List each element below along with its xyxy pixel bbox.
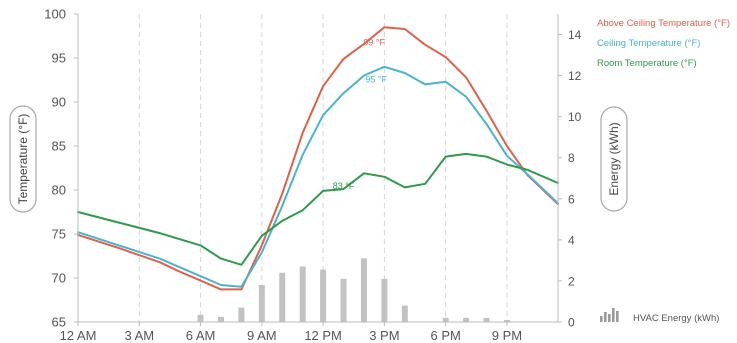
energy-bar [381, 278, 388, 322]
left-tick-label: 85 [52, 139, 66, 154]
right-tick-label: 12 [568, 69, 582, 83]
left-axis-title: Temperature (°F) [9, 105, 37, 213]
left-tick-label: 90 [52, 95, 66, 110]
right-tick-label: 10 [568, 110, 582, 124]
energy-bar [197, 314, 204, 322]
bar-chart-icon-bar [616, 311, 619, 322]
energy-bar [279, 272, 286, 322]
axes: 65 70 75 80 85 90 95 100 0 2 4 6 8 10 12 14 12 AM 3 AM 6 A… [9, 7, 628, 343]
right-tick-label: 14 [568, 28, 582, 42]
series-line-above-ceiling-temperature-f [77, 26, 559, 291]
left-tick-label: 70 [52, 271, 66, 286]
left-tick-label: 75 [52, 227, 66, 242]
left-axis-title-text: Temperature (°F) [16, 114, 30, 205]
x-tick-label: 9 AM [247, 328, 277, 343]
legend-entry-above-ceiling-temperature-f: Above Ceiling Temperature (°F) [597, 18, 730, 29]
bar-chart-icon [600, 308, 619, 322]
right-axis-title-frame [600, 106, 628, 212]
energy-bar [217, 316, 224, 322]
bar-chart-icon-bar [600, 316, 603, 322]
bar-chart-icon-bar [604, 312, 607, 322]
right-tick-label: 6 [568, 192, 575, 206]
left-axis-title-frame [9, 105, 37, 213]
left-tick-label: 80 [52, 183, 66, 198]
x-tick-label: 3 AM [124, 328, 154, 343]
energy-bar [442, 317, 449, 322]
x-tick-label: 9 PM [492, 328, 522, 343]
annotation-label: 95 °F [365, 75, 387, 85]
energy-bar [401, 305, 408, 322]
energy-bar [483, 317, 490, 322]
bar-chart-icon-bar [608, 314, 611, 322]
energy-bar [258, 285, 265, 322]
bar-chart-icon-bar [612, 308, 615, 322]
annotation-label: 99 °F [363, 38, 385, 48]
energy-bar [238, 307, 245, 322]
left-tick-label: 65 [52, 315, 66, 330]
legend: Above Ceiling Temperature (°F) Ceiling Te… [597, 18, 730, 324]
legend-entry-room-temperature-f: Room Temperature (°F) [597, 58, 697, 69]
energy-bar [340, 278, 347, 322]
energy-bars [197, 258, 510, 322]
x-tick-label: 6 PM [430, 328, 460, 343]
x-tick-label: 12 AM [60, 328, 97, 343]
series-line-room-temperature-f [77, 152, 559, 266]
left-tick-label: 95 [52, 51, 66, 66]
energy-bar [503, 319, 510, 322]
right-tick-label: 8 [568, 151, 575, 165]
annotations: 99 °F 95 °F 83 °F [333, 38, 388, 191]
energy-bar [299, 266, 306, 322]
right-tick-label: 2 [568, 274, 575, 288]
left-tick-label: 100 [44, 7, 66, 22]
x-tick-label: 12 PM [304, 328, 342, 343]
energy-bar [320, 269, 327, 322]
right-axis-title-text: Energy (kWh) [607, 122, 621, 195]
x-tick-label: 3 PM [369, 328, 399, 343]
right-axis-title: Energy (kWh) [600, 106, 628, 212]
energy-bar [463, 317, 470, 322]
series-line-ceiling-temperature-f [77, 65, 559, 288]
legend-entry-hvac-energy: HVAC Energy (kWh) [633, 313, 719, 324]
temperature-lines [77, 26, 559, 291]
x-tick-label: 6 AM [186, 328, 216, 343]
right-tick-label: 4 [568, 233, 575, 247]
energy-bar [360, 258, 367, 322]
annotation-label: 83 °F [333, 181, 355, 191]
right-tick-label: 0 [568, 316, 575, 330]
legend-entry-ceiling-temperature-f: Ceiling Temperature (°F) [597, 38, 700, 49]
